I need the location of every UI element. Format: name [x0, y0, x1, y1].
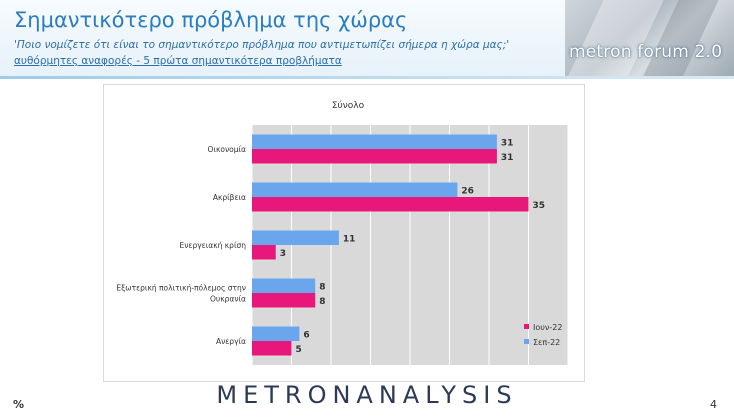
legend-swatch: [524, 339, 529, 344]
bar-jun22: [252, 341, 292, 356]
category-label: Ενεργειακή κρίση: [179, 241, 246, 250]
bar-chart: Σύνολο 31 31 26 35 11 3 8 8 65 Οικονομία Ακρίβεια…: [116, 100, 569, 365]
legend: Ιουν-22 Σεπ-22: [524, 323, 562, 347]
logo-text: metron forum 2.0: [569, 42, 723, 62]
data-label-jun22: 35: [533, 201, 546, 211]
data-label-sep22: 8: [319, 282, 325, 292]
category-label: Ανεργία: [216, 337, 246, 346]
category-label: Εξωτερική πολιτική-πόλεμος στην: [116, 284, 246, 293]
bar-sep22: [252, 326, 300, 341]
data-label-sep22: 31: [501, 138, 514, 148]
bar-sep22: [252, 230, 339, 245]
bar-jun22: [252, 293, 316, 308]
question-subtitle: 'Ποιο νομίζετε ότι είναι το σημαντικότερ…: [14, 39, 510, 51]
data-label-sep22: 6: [303, 330, 309, 340]
data-label-jun22: 31: [501, 153, 514, 163]
bar-jun22: [252, 149, 497, 164]
method-note: αυθόρμητες αναφορές - 5 πρώτα σημαντικότ…: [14, 55, 342, 67]
legend-label: Ιουν-22: [533, 323, 562, 332]
chart-title: Σύνολο: [332, 100, 365, 111]
chart-frame: Σύνολο 31 31 26 35 11 3 8 8 6 5 Οικονομία Ακρίβεια…: [103, 84, 585, 382]
bar-jun22: [252, 245, 276, 260]
data-label-jun22: 8: [319, 297, 325, 307]
data-label-sep22: 26: [461, 186, 474, 196]
category-label: Ουκρανία: [210, 295, 246, 304]
data-label-jun22: 5: [296, 345, 302, 355]
legend-swatch: [524, 324, 529, 329]
unit-label: %: [13, 398, 25, 411]
metron-analysis-logo: METRONANALYSIS: [216, 381, 518, 409]
bar-sep22: [252, 182, 458, 197]
data-label-sep22: 11: [343, 234, 356, 244]
legend-label: Σεπ-22: [533, 338, 560, 347]
slide-title: Σημαντικότερο πρόβλημα της χώρας: [14, 8, 408, 32]
bar-sep22: [252, 134, 497, 149]
category-label: Οικονομία: [208, 145, 247, 154]
category-label: Ακρίβεια: [213, 193, 246, 202]
bars: 31 31 26 35 11 3 8 8 65: [252, 134, 546, 356]
data-label-jun22: 3: [280, 249, 286, 259]
category-labels: Οικονομία Ακρίβεια Ενεργειακή κρίση Εξωτερι…: [116, 145, 246, 346]
bar-sep22: [252, 278, 316, 293]
metron-forum-logo: metron forum 2.0: [565, 0, 734, 76]
header-divider: [0, 76, 734, 79]
page-number: 4: [710, 398, 717, 411]
bar-jun22: [252, 197, 529, 212]
